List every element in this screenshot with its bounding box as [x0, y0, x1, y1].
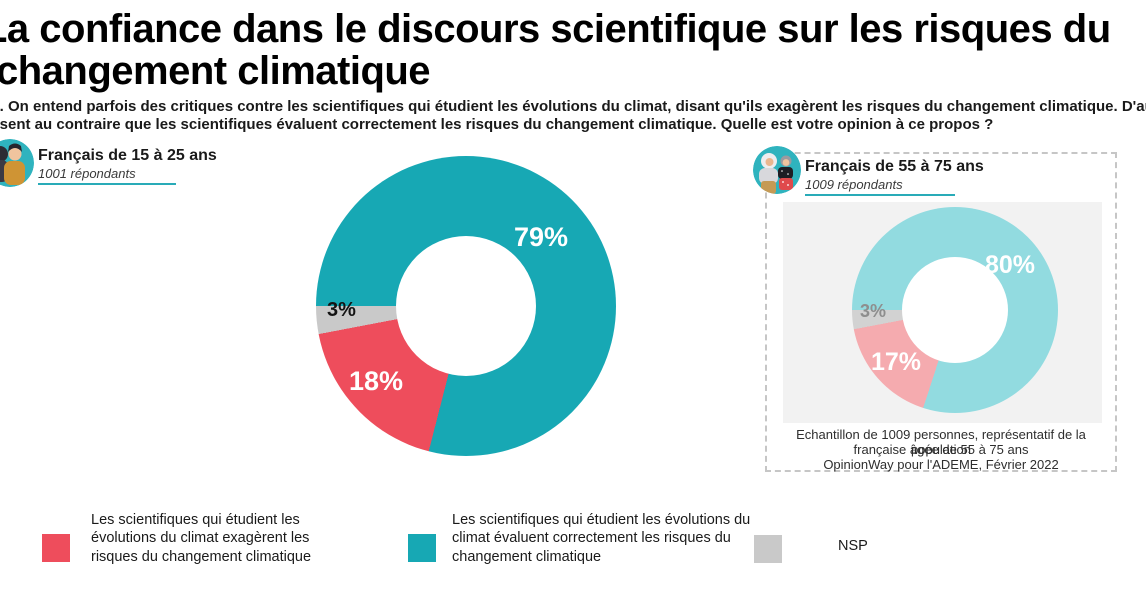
- donut-chart-55-75: [852, 207, 1058, 413]
- legend-label-nsp: NSP: [838, 538, 868, 554]
- sample-caption-line1: Echantillon de 1009 personnes, représent…: [796, 427, 1086, 457]
- senior-couple-avatar-icon: [753, 146, 801, 194]
- legend-swatch-nsp: [754, 535, 782, 563]
- sample-caption-line2: française âgée de 55 à 75 ans: [853, 442, 1029, 457]
- label-exaggerate-15-25: 18%: [349, 366, 404, 396]
- label-exaggerate-55-75: 17%: [871, 348, 922, 376]
- legend-swatch-correct: [408, 534, 436, 562]
- right-chart-respondents: 1009 répondants: [805, 177, 903, 192]
- label-correct-55-75: 80%: [985, 251, 1036, 279]
- donut-chart-15-25: [316, 156, 616, 456]
- legend-swatch-exaggerate: [42, 534, 70, 562]
- label-correct-15-25: 79%: [514, 222, 569, 252]
- legend-label-correct: Les scientifiques qui étudient les évolu…: [452, 512, 751, 565]
- page-title-line2: changement climatique: [0, 49, 431, 93]
- right-header-underline: [805, 194, 955, 196]
- young-people-avatar-icon: [0, 139, 34, 187]
- right-chart-group-label: Français de 55 à 75 ans: [805, 158, 984, 175]
- donut-hole: [396, 236, 536, 376]
- legend-label-exaggerate: Les scientifiques qui étudient les évolu…: [91, 512, 312, 565]
- left-header-underline: [38, 183, 176, 185]
- survey-question-line1: Q. On entend parfois des critiques contr…: [0, 98, 1146, 115]
- source-caption: OpinionWay pour l'ADEME, Février 2022: [823, 457, 1059, 472]
- page-title-line1: La confiance dans le discours scientifiq…: [0, 7, 1111, 51]
- label-nsp-55-75: 3%: [860, 301, 887, 321]
- left-chart-respondents: 1001 répondants: [38, 166, 136, 181]
- left-chart-group-label: Français de 15 à 25 ans: [38, 147, 217, 164]
- donut-hole: [902, 257, 1008, 363]
- survey-question-line2: pensent au contraire que les scientifiqu…: [0, 116, 994, 133]
- label-nsp-15-25: 3%: [327, 299, 356, 321]
